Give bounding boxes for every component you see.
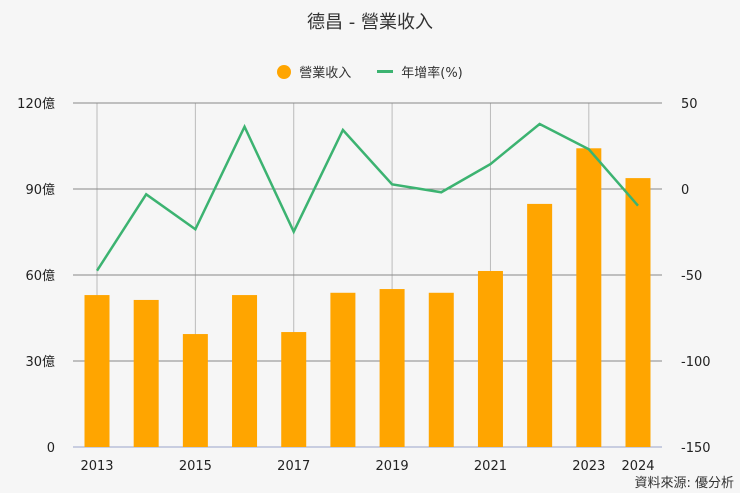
revenue-bar	[281, 332, 307, 447]
revenue-bar	[576, 148, 602, 447]
revenue-bar	[379, 289, 405, 447]
x-axis-tick-label: 2023	[572, 459, 605, 474]
revenue-bar	[428, 292, 454, 447]
growth-rate-line	[95, 122, 639, 272]
revenue-bar	[182, 334, 208, 447]
revenue-bar	[527, 203, 553, 447]
x-axis-tick-label: 2017	[277, 459, 310, 474]
legend-item-revenue[interactable]: 營業收入	[277, 62, 351, 81]
axis-labels: 0 30億 60億 90億 120億 -150 -100 -50 0 50 2013 2015 2017…	[17, 96, 710, 474]
revenue-bar	[625, 178, 651, 447]
legend-line-marker-icon	[377, 70, 394, 73]
revenue-bars	[84, 148, 651, 447]
grid-lines	[73, 102, 662, 448]
revenue-bar	[477, 270, 503, 447]
revenue-bar	[330, 292, 356, 447]
data-source: 資料來源: 優分析	[634, 476, 734, 491]
left-axis-tick-label: 30億	[25, 354, 55, 370]
x-axis-tick-label: 2015	[179, 459, 212, 474]
revenue-bar	[133, 299, 159, 447]
legend-growth-label: 年增率(%)	[401, 66, 463, 81]
right-axis-tick-label: -50	[681, 269, 702, 284]
left-axis-tick-label: 90億	[25, 182, 55, 198]
revenue-bar	[84, 295, 110, 447]
growth-line	[95, 122, 639, 272]
left-axis-tick-label: 0	[47, 441, 55, 456]
revenue-bar	[232, 295, 258, 447]
legend-revenue-label: 營業收入	[299, 66, 352, 81]
right-axis-tick-label: 0	[681, 183, 689, 198]
legend: 營業收入 年增率(%)	[0, 62, 740, 81]
legend-item-growth[interactable]: 年增率(%)	[377, 62, 463, 81]
x-axis-tick-label: 2024	[621, 459, 654, 474]
right-axis-tick-label: -100	[681, 355, 711, 370]
right-axis-tick-label: -150	[681, 441, 711, 456]
x-axis-tick-label: 2021	[474, 459, 507, 474]
legend-bar-marker-icon	[277, 64, 292, 79]
right-axis-tick-label: 50	[681, 97, 698, 112]
chart-title: 德昌 - 營業收入	[307, 12, 433, 33]
x-axis-tick-label: 2019	[376, 459, 409, 474]
left-axis-tick-label: 120億	[17, 96, 55, 112]
left-axis-tick-label: 60億	[25, 268, 55, 284]
x-axis-tick-label: 2013	[80, 459, 113, 474]
